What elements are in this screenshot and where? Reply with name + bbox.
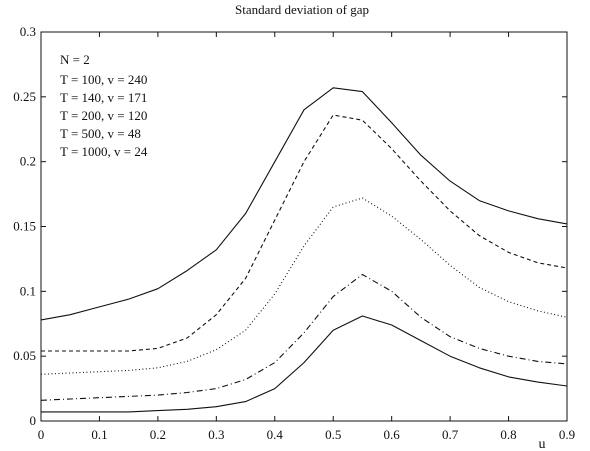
chart-title: Standard deviation of gap: [235, 2, 369, 17]
y-tick-label: 0: [30, 413, 37, 428]
x-tick-label: 0.3: [208, 427, 224, 442]
legend-items: T = 100, v = 240 T = 140, v = 171 T = 200,…: [60, 72, 148, 159]
x-tick-label: 0.4: [267, 427, 284, 442]
series-line-2: [41, 114, 568, 352]
y-tick-label: 0.2: [20, 154, 36, 169]
x-tick-label: 0.6: [384, 427, 401, 442]
x-tick-label: 0.8: [500, 427, 516, 442]
x-tick-label: 0.5: [325, 427, 341, 442]
series-line-5: [41, 315, 568, 413]
x-tick-label: 0.9: [559, 427, 575, 442]
x-tick-label: 0: [38, 427, 45, 442]
x-axis-label: u: [539, 437, 546, 451]
y-tick-label: 0.15: [13, 219, 36, 234]
x-tick-label: 0.1: [91, 427, 107, 442]
y-tick-label: 0.1: [20, 283, 36, 298]
series-line-4: [40, 273, 568, 401]
x-tick-label: 0.7: [442, 427, 459, 442]
series-group: [40, 87, 568, 413]
legend-entry: T = 1000, v = 24: [60, 144, 148, 159]
x-tick-label: 0.2: [150, 427, 166, 442]
y-tick-label: 0.25: [13, 89, 36, 104]
legend-entry: T = 140, v = 171: [60, 90, 147, 105]
series-line-3: [40, 197, 568, 375]
legend-header: N = 2: [60, 52, 90, 67]
legend-entry: T = 200, v = 120: [60, 108, 147, 123]
legend-entry: T = 500, v = 48: [60, 126, 141, 141]
y-axis: 0 0.05 0.1 0.15 0.2 0.25 0.3: [13, 24, 567, 428]
series-line-1: [40, 87, 568, 321]
y-tick-label: 0.3: [20, 24, 36, 39]
x-axis: 0 0.1 0.2 0.3 0.4 0.5 0.6 0.7 0.8 0.9: [38, 32, 575, 442]
legend-entry: T = 100, v = 240: [60, 72, 147, 87]
y-tick-label: 0.05: [13, 348, 36, 363]
